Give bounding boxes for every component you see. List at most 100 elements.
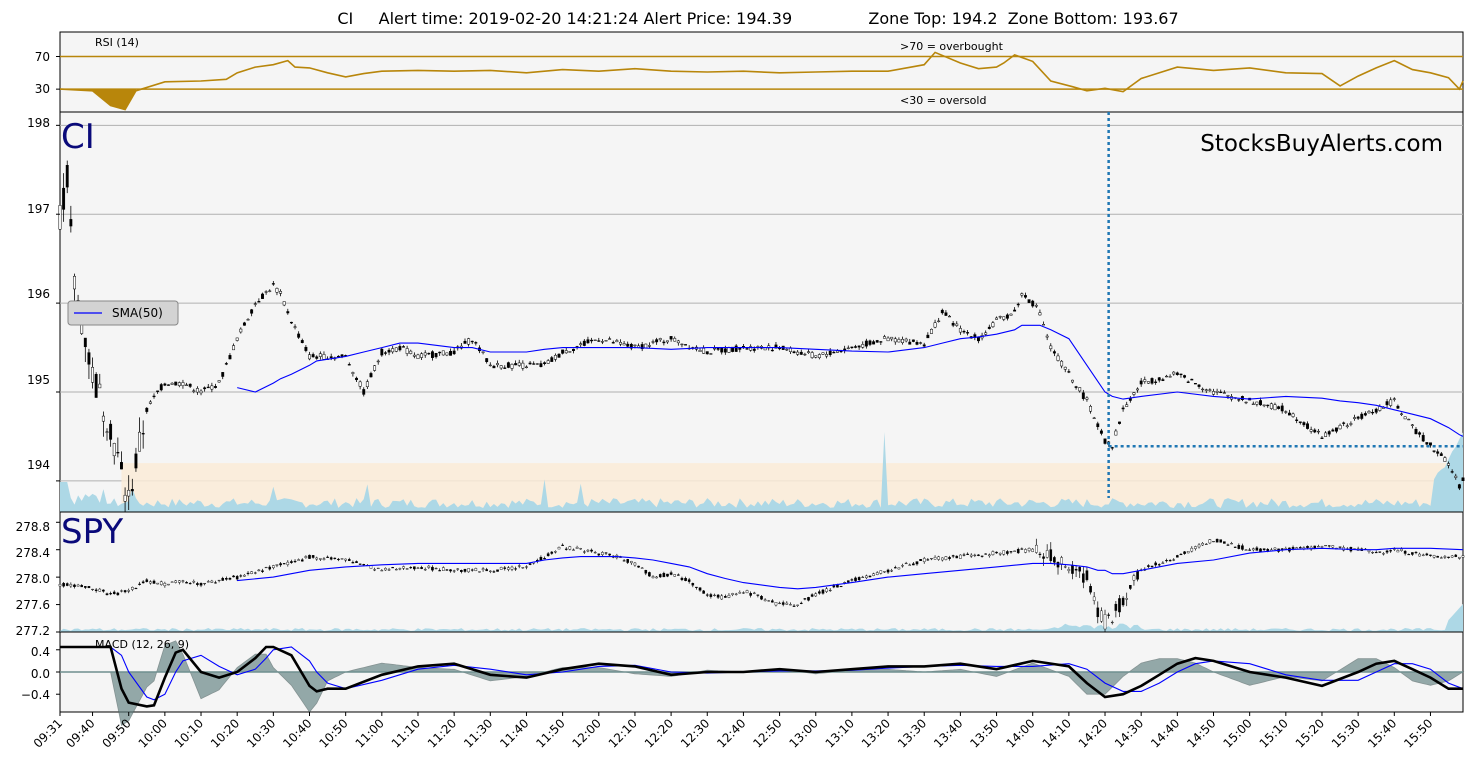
spy-candle-body bbox=[763, 599, 767, 602]
spy-candle-body bbox=[550, 551, 554, 554]
spy-candle-body bbox=[980, 555, 984, 557]
spy-candle-body bbox=[724, 596, 727, 598]
price-candle-body bbox=[83, 337, 87, 348]
macd-signal-line bbox=[60, 646, 1464, 701]
price-candle-body bbox=[1262, 404, 1266, 407]
price-candle-body bbox=[1461, 477, 1465, 481]
price-candle-body bbox=[1143, 379, 1147, 382]
spy-candle-body bbox=[311, 555, 315, 558]
price-candle-body bbox=[116, 452, 120, 454]
spy-candle-body bbox=[1118, 598, 1121, 613]
spy-candle-body bbox=[105, 593, 109, 596]
price-candle-body bbox=[597, 340, 601, 342]
price-candle-body bbox=[358, 381, 362, 387]
x-tick-label: 12:50 bbox=[750, 716, 784, 750]
spy-candles bbox=[58, 538, 1465, 635]
x-tick-label: 09:40 bbox=[63, 716, 97, 750]
spy-candle-body bbox=[470, 569, 474, 571]
price-candle-body bbox=[405, 348, 409, 354]
price-candle-body bbox=[297, 333, 301, 338]
price-candle-body bbox=[438, 351, 442, 354]
spy-candle-body bbox=[1176, 555, 1179, 558]
price-candle-body bbox=[430, 351, 434, 358]
spy-candle-body bbox=[1385, 550, 1389, 553]
spy-candle-body bbox=[644, 569, 648, 574]
price-candle-body bbox=[228, 355, 232, 360]
price-candle-body bbox=[828, 350, 832, 355]
macd-tick-zero: 0.0 bbox=[31, 667, 50, 681]
price-candle-body bbox=[152, 395, 156, 398]
spy-candle-body bbox=[1436, 555, 1439, 558]
spy-candle-body bbox=[1020, 548, 1024, 550]
rsi-oversold-note: <30 = oversold bbox=[900, 94, 986, 107]
spy-candle-body bbox=[1400, 548, 1403, 551]
spy-candle-body bbox=[1367, 550, 1371, 552]
spy-candle-body bbox=[640, 567, 644, 569]
price-candle-body bbox=[1378, 406, 1382, 411]
price-candle-body bbox=[402, 346, 405, 348]
macd-tick-pos: 0.4 bbox=[31, 645, 50, 659]
spy-candle-body bbox=[702, 590, 705, 594]
spy-candle-body bbox=[872, 573, 875, 576]
spy-candle-body bbox=[434, 567, 438, 570]
price-candle-body bbox=[633, 344, 637, 347]
price-candle-body bbox=[713, 348, 716, 350]
price-candle-body bbox=[770, 349, 774, 352]
spy-candle-body bbox=[590, 549, 593, 552]
price-candle-body bbox=[282, 301, 286, 306]
price-candle-body bbox=[235, 337, 239, 341]
price-candle-body bbox=[1273, 404, 1277, 411]
spy-candle-body bbox=[839, 585, 843, 588]
price-candle-body bbox=[1259, 400, 1262, 406]
price-candle-body bbox=[868, 340, 872, 345]
price-candle-body bbox=[242, 322, 246, 326]
spy-candle-body bbox=[1013, 550, 1016, 552]
price-candle-body bbox=[1403, 416, 1407, 420]
spy-candle-body bbox=[821, 589, 825, 594]
spy-candle-body bbox=[991, 551, 995, 556]
spy-candle-body bbox=[1201, 543, 1204, 546]
price-candle-body bbox=[383, 352, 387, 354]
macd-tick-neg: −0.4 bbox=[21, 688, 50, 702]
spy-candle-body bbox=[485, 569, 488, 572]
price-candle-body bbox=[774, 344, 778, 349]
price-candle-body bbox=[1327, 431, 1331, 435]
price-candle-body bbox=[257, 301, 261, 303]
spy-candle-body bbox=[467, 568, 470, 573]
x-tick-label: 13:50 bbox=[967, 716, 1001, 750]
spy-candle-body bbox=[908, 564, 912, 566]
spy-candle-body bbox=[760, 596, 763, 600]
price-candle-body bbox=[1338, 424, 1342, 430]
spy-candle-body bbox=[1085, 570, 1089, 581]
price-tick-194: 194 bbox=[27, 458, 50, 472]
spy-candle-body bbox=[1168, 560, 1172, 562]
price-candle-body bbox=[250, 309, 254, 314]
price-candle-body bbox=[821, 352, 825, 355]
price-candle-body bbox=[1396, 405, 1400, 409]
price-candle-body bbox=[528, 362, 532, 365]
price-candle-body bbox=[1222, 392, 1226, 394]
price-candle-body bbox=[510, 363, 514, 369]
price-candle-body bbox=[387, 349, 391, 353]
price-candle-body bbox=[1244, 401, 1248, 404]
spy-candle-body bbox=[261, 570, 264, 572]
price-candle-body bbox=[861, 344, 865, 348]
spy-candle-body bbox=[901, 565, 904, 567]
spy-candle-body bbox=[713, 594, 716, 596]
spy-candle-body bbox=[253, 572, 257, 574]
price-candle-body bbox=[214, 386, 217, 388]
price-candle-body bbox=[170, 382, 174, 385]
spy-candle-body bbox=[875, 572, 879, 575]
price-candle-body bbox=[1168, 376, 1172, 378]
price-candle-body bbox=[1146, 381, 1150, 384]
price-candle-body bbox=[445, 352, 449, 356]
x-tick-label: 09:31 bbox=[31, 716, 65, 750]
spy-candle-body bbox=[337, 558, 340, 561]
price-candle-body bbox=[579, 343, 583, 346]
price-candle-body bbox=[1208, 389, 1212, 391]
spy-candle-body bbox=[666, 573, 669, 577]
x-tick-label: 10:00 bbox=[136, 716, 170, 750]
spy-candle-body bbox=[1016, 549, 1020, 554]
spy-tick-2784: 278.4 bbox=[16, 546, 50, 560]
price-candle-body bbox=[543, 362, 546, 364]
